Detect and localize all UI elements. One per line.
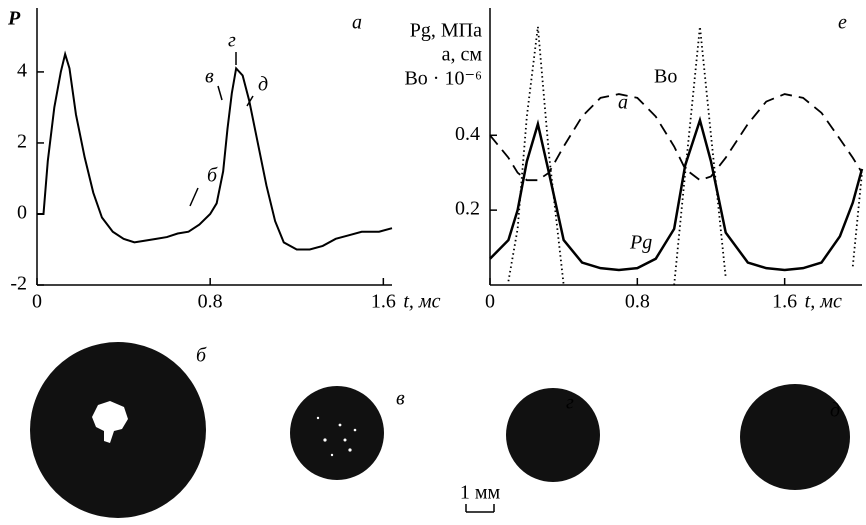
y-tick-label: 0.4	[455, 123, 480, 145]
data-line	[489, 93, 863, 182]
x-tick-label: 0.8	[625, 291, 650, 313]
y-tick-label: 0.2	[455, 198, 480, 220]
y-tick-label: 0	[17, 202, 27, 224]
photo-label: г	[566, 392, 574, 414]
y-tick-label: -2	[10, 273, 27, 295]
x-tick-label: 0.8	[198, 291, 223, 313]
annotation: г	[228, 30, 236, 52]
panel-label: е	[838, 12, 847, 34]
bubble-v	[290, 386, 384, 480]
x-axis-label: t, мс	[403, 291, 440, 313]
annotation: в	[205, 66, 214, 88]
bubble-g	[506, 388, 600, 482]
series-label: Bo	[654, 66, 677, 88]
series-label: Pg	[629, 232, 652, 254]
scale-bar-label: 1 мм	[460, 482, 501, 504]
annotation-leader	[217, 85, 223, 101]
y-axis-label: P	[7, 8, 21, 30]
photo-label: б	[196, 345, 207, 367]
bubble-b-core	[92, 401, 128, 443]
y-axis-label: a, см	[442, 44, 483, 66]
data-line	[489, 115, 864, 272]
y-tick-label: 2	[17, 131, 27, 153]
panel-label: а	[352, 12, 362, 34]
bubble-d	[740, 384, 850, 490]
x-axis-label: t, мс	[805, 291, 842, 313]
photo-label: д	[830, 400, 840, 422]
x-tick-label: 0	[485, 291, 495, 313]
x-tick-label: 0	[32, 291, 42, 313]
annotation: д	[258, 74, 268, 96]
y-axis-label: Bo · 10⁻⁶	[404, 68, 482, 90]
data-line	[507, 26, 863, 286]
bubble-photos: 1 мм б в г д	[30, 342, 850, 518]
annotation-leader	[246, 95, 254, 107]
series-label: a	[618, 92, 628, 114]
annotation: б	[207, 165, 218, 187]
y-axis-label: Pg, МПа	[410, 20, 482, 42]
data-line	[37, 50, 393, 251]
bubble-v-speckles	[316, 416, 357, 457]
annotation-leader	[189, 187, 199, 207]
x-tick-label: 1.6	[772, 291, 797, 313]
x-tick-label: 1.6	[371, 291, 396, 313]
y-tick-label: 4	[17, 60, 27, 82]
photo-label: в	[396, 388, 405, 410]
